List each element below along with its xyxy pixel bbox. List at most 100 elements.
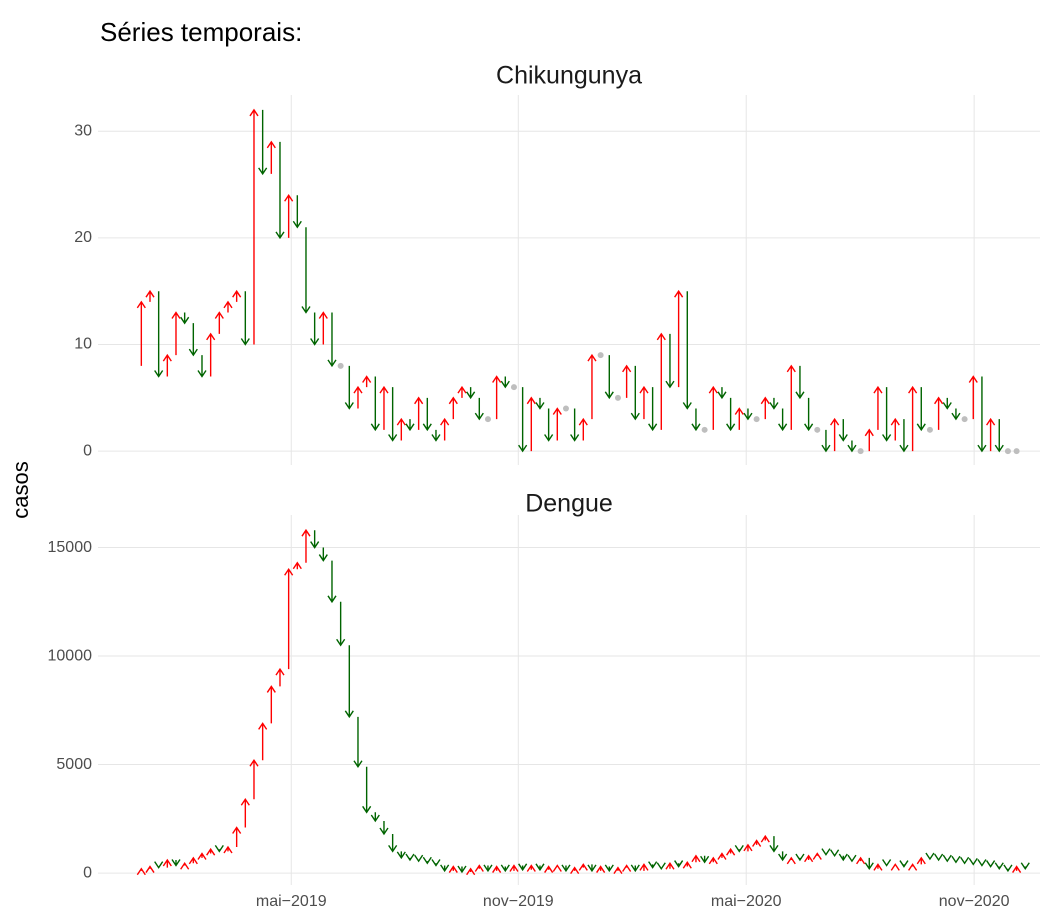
up-arrow <box>136 300 146 366</box>
down-arrow <box>500 864 510 873</box>
down-arrow <box>440 864 450 873</box>
down-arrow <box>769 836 779 853</box>
down-arrow <box>942 854 952 863</box>
down-arrow <box>544 408 554 442</box>
up-arrow <box>873 863 883 871</box>
down-arrow <box>570 408 580 442</box>
up-arrow <box>639 385 649 420</box>
down-arrow <box>916 387 926 432</box>
up-arrow <box>596 865 606 873</box>
up-arrow <box>622 864 632 872</box>
down-arrow <box>968 857 978 866</box>
down-arrow <box>830 849 840 857</box>
down-arrow <box>561 864 571 873</box>
down-arrow <box>379 820 389 836</box>
up-arrow <box>379 385 389 430</box>
up-arrow <box>544 865 554 873</box>
down-arrow <box>604 864 614 873</box>
up-arrow <box>171 311 181 356</box>
up-arrow <box>890 863 900 871</box>
down-arrow <box>500 376 510 389</box>
y-tick-label: 10000 <box>48 647 93 664</box>
down-arrow <box>405 419 415 432</box>
arrows <box>136 108 1020 455</box>
down-arrow <box>734 844 744 853</box>
down-arrow <box>942 397 952 410</box>
y-tick-label: 10 <box>74 336 92 353</box>
down-arrow <box>154 291 164 378</box>
down-arrow <box>292 195 302 229</box>
y-tick-label: 30 <box>74 122 92 139</box>
x-tick-label: nov−2019 <box>483 893 554 910</box>
down-arrow <box>483 864 493 873</box>
down-arrow <box>154 861 164 869</box>
up-arrow <box>786 856 796 865</box>
down-arrow <box>821 848 831 856</box>
up-arrow <box>1012 865 1022 873</box>
up-arrow <box>448 865 458 873</box>
up-arrow <box>145 865 155 873</box>
down-arrow <box>899 860 909 868</box>
down-arrow <box>327 312 337 368</box>
up-arrow <box>526 864 536 872</box>
up-arrow <box>578 863 588 871</box>
down-arrow <box>1003 864 1013 873</box>
down-arrow <box>977 376 987 453</box>
down-arrow <box>422 856 432 865</box>
down-arrow <box>951 855 961 864</box>
down-arrow <box>934 853 944 862</box>
down-arrow <box>405 853 415 862</box>
up-arrow <box>301 528 311 563</box>
up-arrow <box>665 862 675 870</box>
up-arrow <box>890 417 900 441</box>
x-tick-label: mai−2020 <box>711 893 782 910</box>
up-arrow <box>622 364 632 398</box>
down-arrow <box>795 853 805 862</box>
down-arrow <box>665 333 675 389</box>
up-arrow <box>266 140 276 174</box>
down-arrow <box>310 312 320 346</box>
up-arrow <box>786 364 796 430</box>
down-arrow <box>994 419 1004 453</box>
down-arrow <box>587 864 597 873</box>
down-arrow <box>882 387 892 442</box>
down-arrow <box>388 834 398 853</box>
unchanged-point <box>701 426 708 433</box>
up-arrow <box>318 311 328 345</box>
up-arrow <box>214 311 224 334</box>
unchanged-point <box>510 384 517 391</box>
up-arrow <box>284 193 294 238</box>
down-arrow <box>630 365 640 421</box>
unchanged-point <box>484 416 491 423</box>
up-arrow <box>249 108 259 345</box>
down-arrow <box>795 365 805 400</box>
down-arrow <box>691 408 701 432</box>
up-arrow <box>986 417 996 452</box>
up-arrow <box>223 845 233 854</box>
down-arrow <box>1020 862 1030 870</box>
up-arrow <box>266 685 276 724</box>
y-tick-label: 20 <box>74 229 92 246</box>
up-arrow <box>760 396 770 420</box>
down-arrow <box>353 716 363 768</box>
down-arrow <box>344 365 354 410</box>
y-tick-label: 15000 <box>48 539 93 556</box>
x-tick-label: nov−2020 <box>939 893 1010 910</box>
unchanged-point <box>857 448 864 455</box>
up-arrow <box>552 407 562 441</box>
down-arrow <box>258 109 268 176</box>
unchanged-point <box>337 362 344 369</box>
panel-title: Chikungunya <box>496 62 642 90</box>
down-arrow <box>769 397 779 410</box>
arrows <box>136 528 1030 876</box>
up-arrow <box>578 417 588 441</box>
up-arrow <box>812 852 822 860</box>
up-arrow <box>223 300 233 313</box>
down-arrow <box>847 440 857 453</box>
y-axis-label: casos <box>8 461 33 518</box>
y-tick-label: 5000 <box>56 756 92 773</box>
up-arrow <box>526 396 536 452</box>
down-arrow <box>986 860 996 868</box>
down-arrow <box>344 645 354 719</box>
